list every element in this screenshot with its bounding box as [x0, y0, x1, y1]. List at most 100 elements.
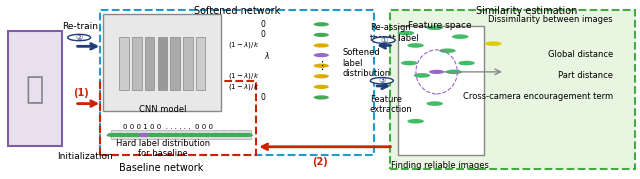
Text: 0: 0	[261, 93, 266, 102]
Circle shape	[163, 133, 173, 136]
Text: (1): (1)	[74, 88, 89, 98]
Circle shape	[186, 133, 197, 136]
Circle shape	[146, 134, 159, 137]
Bar	[390, 10, 636, 169]
Bar	[170, 37, 180, 90]
Text: Softened
label
distribution: Softened label distribution	[342, 48, 390, 78]
Circle shape	[162, 134, 174, 137]
Text: $\lambda$: $\lambda$	[264, 50, 270, 61]
Circle shape	[314, 43, 329, 48]
Circle shape	[314, 74, 329, 78]
Text: Initialization: Initialization	[58, 152, 113, 161]
Bar	[100, 10, 374, 155]
Circle shape	[241, 133, 252, 136]
Circle shape	[68, 34, 91, 41]
Circle shape	[407, 43, 424, 48]
Circle shape	[371, 78, 394, 84]
Circle shape	[225, 133, 237, 136]
Circle shape	[372, 37, 395, 43]
Bar	[145, 37, 154, 90]
Circle shape	[122, 134, 135, 137]
Text: Re-assign
target label: Re-assign target label	[370, 23, 419, 43]
Circle shape	[178, 133, 189, 136]
Text: Softened network: Softened network	[194, 6, 280, 16]
Circle shape	[170, 134, 182, 137]
Text: $(1-\lambda)/k$: $(1-\lambda)/k$	[228, 82, 259, 92]
Text: Re-train: Re-train	[62, 21, 98, 31]
Circle shape	[233, 133, 244, 136]
Bar	[100, 81, 256, 155]
Text: 👤: 👤	[26, 75, 44, 104]
Bar	[119, 37, 129, 90]
Circle shape	[209, 133, 221, 136]
Text: 0: 0	[261, 30, 266, 39]
Circle shape	[445, 70, 462, 74]
Circle shape	[202, 133, 213, 136]
Circle shape	[314, 53, 329, 57]
Circle shape	[209, 134, 221, 137]
Circle shape	[115, 134, 127, 137]
Bar	[111, 130, 251, 139]
Circle shape	[218, 133, 229, 136]
Circle shape	[123, 133, 134, 136]
Circle shape	[426, 101, 443, 106]
Circle shape	[106, 134, 119, 137]
Text: Similarity estimation: Similarity estimation	[476, 6, 578, 16]
Bar	[183, 37, 193, 90]
Circle shape	[177, 134, 190, 137]
Circle shape	[201, 134, 214, 137]
Bar	[157, 37, 167, 90]
Bar	[397, 26, 484, 155]
Text: $(1-\lambda)/k$: $(1-\lambda)/k$	[228, 40, 259, 50]
Text: Cross-camera encouragement term: Cross-camera encouragement term	[463, 92, 613, 101]
Bar	[8, 31, 62, 146]
Circle shape	[194, 133, 205, 136]
Circle shape	[429, 70, 444, 74]
Text: Part distance: Part distance	[558, 71, 613, 80]
Circle shape	[185, 134, 198, 137]
Text: Hard label distribution
for baseline: Hard label distribution for baseline	[116, 139, 210, 158]
Bar	[103, 14, 221, 111]
Circle shape	[314, 64, 329, 68]
Circle shape	[107, 133, 118, 136]
Circle shape	[217, 134, 230, 137]
Circle shape	[154, 134, 166, 137]
Text: ②: ②	[76, 33, 83, 42]
Text: ⋮: ⋮	[316, 61, 327, 71]
Text: 0: 0	[261, 20, 266, 29]
Circle shape	[130, 134, 143, 137]
Text: $(1-\lambda)/k$: $(1-\lambda)/k$	[228, 71, 259, 81]
Circle shape	[397, 31, 414, 35]
Circle shape	[401, 61, 417, 65]
Circle shape	[131, 133, 142, 136]
Circle shape	[314, 22, 329, 26]
Circle shape	[452, 34, 468, 39]
Circle shape	[225, 134, 237, 137]
Text: (2): (2)	[312, 157, 328, 167]
Circle shape	[232, 134, 245, 137]
Text: Global distance: Global distance	[548, 50, 613, 59]
Circle shape	[138, 134, 151, 137]
Circle shape	[314, 33, 329, 37]
Circle shape	[170, 133, 182, 136]
Circle shape	[193, 134, 206, 137]
Bar	[196, 37, 205, 90]
Circle shape	[407, 119, 424, 124]
Text: 0 0 0 1 0 0  . . . . . .  0 0 0: 0 0 0 1 0 0 . . . . . . 0 0 0	[124, 124, 213, 130]
Text: Baseline network: Baseline network	[118, 163, 203, 173]
Text: Feature
extraction: Feature extraction	[370, 95, 412, 114]
Text: CNN model: CNN model	[139, 105, 186, 114]
Circle shape	[241, 134, 253, 137]
Circle shape	[485, 41, 502, 46]
Text: Finding reliable images: Finding reliable images	[391, 161, 489, 170]
Circle shape	[413, 73, 430, 78]
Circle shape	[458, 61, 475, 65]
Text: Dissimilarity between images: Dissimilarity between images	[488, 14, 613, 23]
Circle shape	[439, 49, 456, 53]
Text: Feature space: Feature space	[408, 21, 472, 30]
Text: ③: ③	[378, 76, 385, 85]
Circle shape	[154, 133, 166, 136]
Circle shape	[314, 85, 329, 89]
Text: ①: ①	[380, 36, 387, 45]
Bar	[132, 37, 141, 90]
